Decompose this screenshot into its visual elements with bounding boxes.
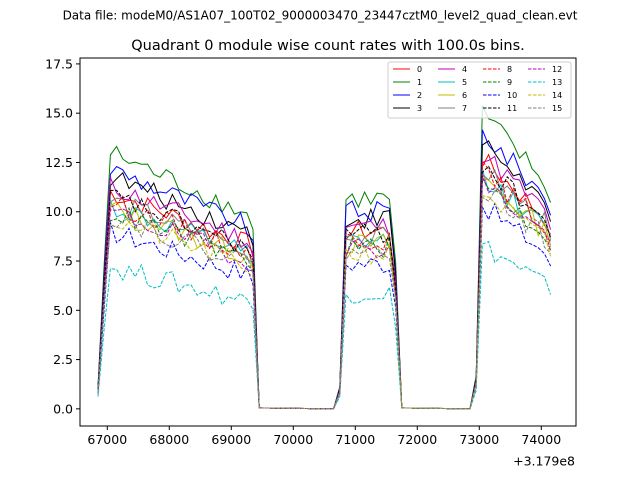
legend-label-14: 14 [552,91,562,100]
x-tick-label: 68000 [149,432,189,447]
legend-label-10: 10 [507,91,517,100]
x-axis: 67000 68000 69000 70000 71000 72000 73000 74000 [87,426,561,447]
y-tick-label: 12.5 [45,155,73,170]
legend-label-9: 9 [507,78,512,87]
y-tick-label: 7.5 [53,254,73,269]
legend-label-4: 4 [462,65,467,74]
x-tick-label: 71000 [335,432,375,447]
legend-label-8: 8 [507,65,512,74]
y-tick-label: 5.0 [53,303,73,318]
legend-label-1: 1 [417,78,422,87]
legend-label-2: 2 [417,91,422,100]
y-tick-label: 0.0 [53,401,73,416]
plot-frame [79,57,577,427]
legend-label-12: 12 [552,65,562,74]
x-tick-label: 73000 [459,432,499,447]
legend-label-3: 3 [417,104,422,113]
legend-label-6: 6 [462,91,467,100]
series-line-11 [97,165,552,410]
y-tick-label: 2.5 [53,352,73,367]
y-tick-label: 17.5 [45,56,73,71]
legend-label-13: 13 [552,78,562,87]
plot-lines [97,105,552,410]
legend-label-11: 11 [507,104,517,113]
x-tick-label: 67000 [87,432,127,447]
y-tick-label: 15.0 [45,106,73,121]
series-line-10 [97,201,552,410]
series-line-15 [97,190,551,410]
legend-label-5: 5 [462,78,467,87]
x-tick-label: 70000 [273,432,313,447]
x-tick-label: 69000 [211,432,251,447]
x-offset-label: +3.179e8 [513,454,575,469]
legend-label-0: 0 [417,65,422,74]
y-tick-label: 10.0 [45,204,73,219]
y-axis: 0.0 2.5 5.0 7.5 10.0 12.5 15.0 17.5 [45,56,80,416]
series-line-4 [97,155,552,410]
legend-frame [387,61,572,119]
series-line-13 [97,240,552,410]
chart-title: Quadrant 0 module wise count rates with … [131,38,525,54]
data-file-label: Data file: modeM0/AS1A07_100T02_90000034… [63,9,578,23]
x-tick-label: 72000 [397,432,437,447]
series-line-14 [97,195,552,410]
legend-label-15: 15 [552,104,562,113]
x-tick-label: 74000 [521,432,561,447]
legend-label-7: 7 [462,104,467,113]
